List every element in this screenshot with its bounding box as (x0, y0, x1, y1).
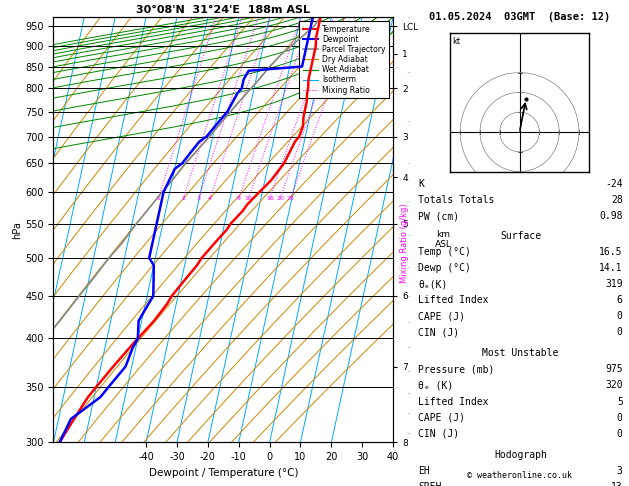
Text: 0: 0 (617, 413, 623, 422)
Text: SREH: SREH (418, 482, 442, 486)
Text: 3: 3 (197, 196, 201, 201)
Text: Temp (°C): Temp (°C) (418, 247, 471, 257)
Text: Pressure (mb): Pressure (mb) (418, 364, 494, 374)
Text: -: - (408, 410, 410, 417)
Text: 319: 319 (605, 279, 623, 289)
Text: 0: 0 (617, 311, 623, 321)
Text: 8: 8 (237, 196, 241, 201)
Text: 975: 975 (605, 364, 623, 374)
Text: θₑ (K): θₑ (K) (418, 381, 454, 390)
Text: -: - (408, 390, 410, 396)
Text: -: - (408, 198, 410, 204)
Text: Surface: Surface (500, 231, 541, 241)
Title: 30°08'N  31°24'E  188m ASL: 30°08'N 31°24'E 188m ASL (136, 5, 310, 15)
Text: -: - (408, 160, 410, 166)
Text: 5: 5 (617, 397, 623, 406)
Text: K: K (418, 179, 424, 190)
Text: CAPE (J): CAPE (J) (418, 311, 465, 321)
Legend: Temperature, Dewpoint, Parcel Trajectory, Dry Adiabat, Wet Adiabat, Isotherm, Mi: Temperature, Dewpoint, Parcel Trajectory… (299, 21, 389, 98)
Text: Hodograph: Hodograph (494, 450, 547, 460)
Text: Mixing Ratio (g/kg): Mixing Ratio (g/kg) (400, 203, 409, 283)
Y-axis label: km
ASL: km ASL (435, 230, 452, 249)
Text: -: - (408, 293, 410, 299)
Text: 20: 20 (276, 196, 284, 201)
Text: 28: 28 (611, 195, 623, 206)
Text: Dewp (°C): Dewp (°C) (418, 263, 471, 273)
Text: -: - (408, 14, 410, 20)
Text: -: - (408, 233, 410, 239)
Text: 16: 16 (266, 196, 274, 201)
Text: 2: 2 (181, 196, 186, 201)
Text: 14.1: 14.1 (599, 263, 623, 273)
Text: -: - (408, 264, 410, 270)
Text: © weatheronline.co.uk: © weatheronline.co.uk (467, 471, 572, 480)
Text: -: - (408, 320, 410, 326)
Text: -: - (408, 430, 410, 436)
Text: EH: EH (418, 466, 430, 476)
Text: θₑ(K): θₑ(K) (418, 279, 448, 289)
Text: 0.98: 0.98 (599, 211, 623, 222)
Text: 1: 1 (157, 196, 160, 201)
Text: 6: 6 (617, 295, 623, 305)
Text: Lifted Index: Lifted Index (418, 397, 489, 406)
Text: -: - (408, 69, 410, 76)
Text: kt: kt (452, 37, 460, 46)
Text: 4: 4 (208, 196, 212, 201)
Text: 25: 25 (287, 196, 294, 201)
Text: CIN (J): CIN (J) (418, 429, 459, 438)
Text: 320: 320 (605, 381, 623, 390)
Text: -24: -24 (605, 179, 623, 190)
Text: 13: 13 (611, 482, 623, 486)
Text: -: - (408, 368, 410, 374)
Text: CIN (J): CIN (J) (418, 327, 459, 337)
Text: 01.05.2024  03GMT  (Base: 12): 01.05.2024 03GMT (Base: 12) (429, 12, 610, 22)
Text: Lifted Index: Lifted Index (418, 295, 489, 305)
Y-axis label: hPa: hPa (13, 221, 23, 239)
Text: 3: 3 (617, 466, 623, 476)
Text: Most Unstable: Most Unstable (482, 348, 559, 358)
Text: 0: 0 (617, 429, 623, 438)
Text: 10: 10 (245, 196, 252, 201)
Text: 16.5: 16.5 (599, 247, 623, 257)
Text: -: - (408, 118, 410, 124)
X-axis label: Dewpoint / Temperature (°C): Dewpoint / Temperature (°C) (148, 468, 298, 478)
Text: CAPE (J): CAPE (J) (418, 413, 465, 422)
Text: Totals Totals: Totals Totals (418, 195, 494, 206)
Text: PW (cm): PW (cm) (418, 211, 459, 222)
Text: -: - (408, 345, 410, 350)
Text: 0: 0 (617, 327, 623, 337)
